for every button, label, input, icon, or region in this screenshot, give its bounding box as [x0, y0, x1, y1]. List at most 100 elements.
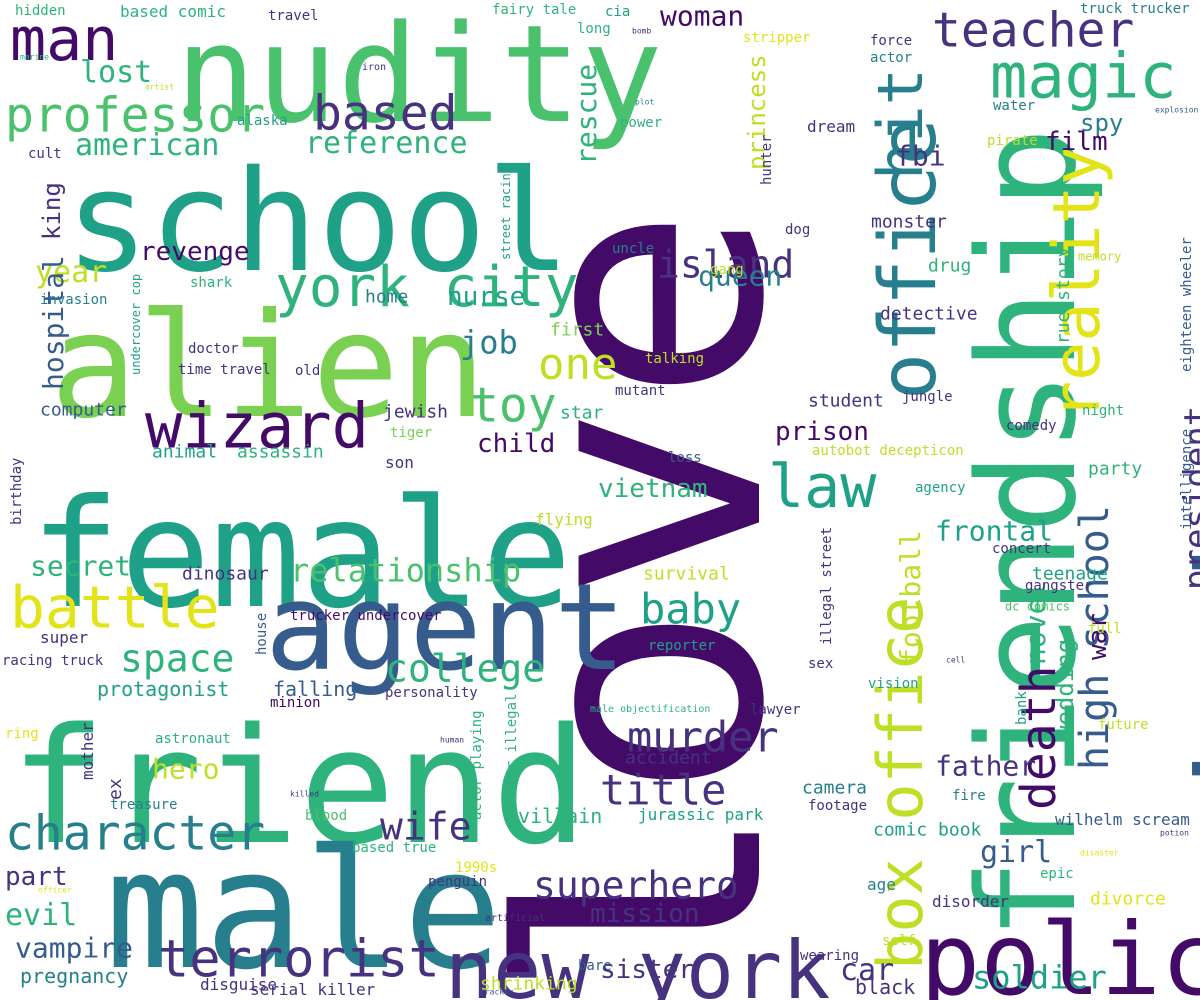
word: car — [840, 953, 895, 988]
word: toy — [470, 377, 557, 434]
word: long — [577, 20, 611, 37]
word: school — [65, 141, 571, 304]
word: reference — [305, 126, 468, 161]
word: human — [440, 735, 465, 745]
word: teenage — [1032, 563, 1108, 585]
word: male objectification — [590, 704, 711, 715]
word: lost — [80, 55, 153, 90]
word: age — [867, 875, 896, 895]
word: birthday — [9, 457, 25, 525]
word: superhero — [533, 863, 739, 908]
word: title — [600, 765, 727, 815]
word: king — [38, 182, 66, 240]
word: shark — [190, 274, 233, 291]
word: wheeler illegal — [504, 693, 520, 820]
word: true story — [1053, 246, 1074, 355]
word: actor playing — [469, 710, 485, 820]
word: professor — [5, 87, 266, 144]
word: killed — [290, 789, 319, 799]
word: frontal — [935, 514, 1054, 548]
word: character — [5, 805, 266, 862]
word: cell — [946, 655, 966, 665]
word: jewish — [383, 401, 449, 423]
word: wedding — [1051, 638, 1079, 740]
word: bomb — [632, 26, 652, 36]
word: uncle — [612, 240, 655, 257]
word: year — [35, 255, 108, 290]
word: animal — [152, 441, 218, 463]
word: mutant — [615, 382, 666, 399]
word: male — [105, 814, 503, 1000]
word: power — [620, 114, 663, 131]
word: treasure — [110, 796, 178, 813]
word: talking — [645, 350, 705, 367]
word: terrorist — [158, 929, 440, 990]
word: murder — [627, 712, 779, 762]
word: football — [894, 530, 927, 665]
word: party — [1088, 458, 1143, 480]
word: baby — [640, 584, 742, 634]
word: potion — [1160, 828, 1189, 838]
word: woman — [660, 0, 745, 33]
word: full — [1088, 620, 1122, 637]
word: dog — [785, 221, 811, 238]
word: gangster — [1025, 577, 1093, 594]
word: eighteen wheeler — [1179, 237, 1195, 372]
word: illegal street — [819, 526, 835, 645]
word: cia — [605, 3, 631, 20]
word: soldier — [972, 958, 1107, 997]
word: artist — [145, 82, 174, 92]
word: survival — [643, 563, 730, 585]
word: space — [120, 636, 235, 681]
word: street racing — [499, 166, 513, 260]
word: island — [657, 242, 795, 287]
word: based comic — [120, 2, 226, 22]
word: self — [882, 932, 916, 949]
word: rescue — [570, 63, 603, 165]
word: plot — [635, 97, 655, 107]
word: cult — [28, 145, 62, 162]
word: marine — [20, 52, 49, 62]
word: jungle — [902, 388, 953, 405]
word: lawyer — [750, 701, 801, 718]
word: one — [538, 338, 618, 390]
word: based true — [352, 839, 437, 856]
word: magic — [990, 39, 1177, 113]
word: doctor — [188, 340, 239, 357]
word: force — [870, 32, 913, 49]
word: night — [1082, 402, 1125, 419]
word: serial killer — [250, 980, 376, 1000]
word: super — [40, 628, 89, 648]
word: hidden — [15, 2, 66, 19]
word: battle — [10, 573, 220, 642]
word: wife — [380, 804, 472, 849]
word: 1990s — [455, 859, 498, 876]
word: loss — [668, 449, 702, 466]
word: police — [920, 901, 1200, 1000]
word: comedy — [1006, 417, 1057, 434]
word: home — [365, 286, 409, 308]
word: drug — [928, 255, 972, 277]
word: autobot decepticon — [812, 442, 964, 459]
word: female — [30, 468, 572, 642]
word: travel — [268, 7, 319, 24]
word: penguin — [428, 873, 488, 890]
word: son — [385, 453, 414, 473]
word: pregnancy — [20, 964, 129, 988]
word: hunter — [759, 134, 775, 185]
word: ex — [105, 778, 126, 800]
word: wilhelm scream — [1055, 810, 1190, 830]
word: black — [855, 975, 916, 999]
word: evil — [5, 898, 78, 933]
word: protagonist — [97, 677, 230, 701]
word: assassin — [237, 441, 324, 463]
word: personality — [385, 684, 478, 701]
word: nudity — [175, 0, 663, 153]
word: bank — [1014, 691, 1030, 725]
word: epic — [1040, 865, 1074, 882]
word: monster — [871, 211, 947, 233]
word: trucker undercover — [290, 607, 442, 624]
word: dream — [807, 117, 856, 137]
word: hero — [152, 752, 220, 786]
word: fbi — [895, 139, 946, 173]
